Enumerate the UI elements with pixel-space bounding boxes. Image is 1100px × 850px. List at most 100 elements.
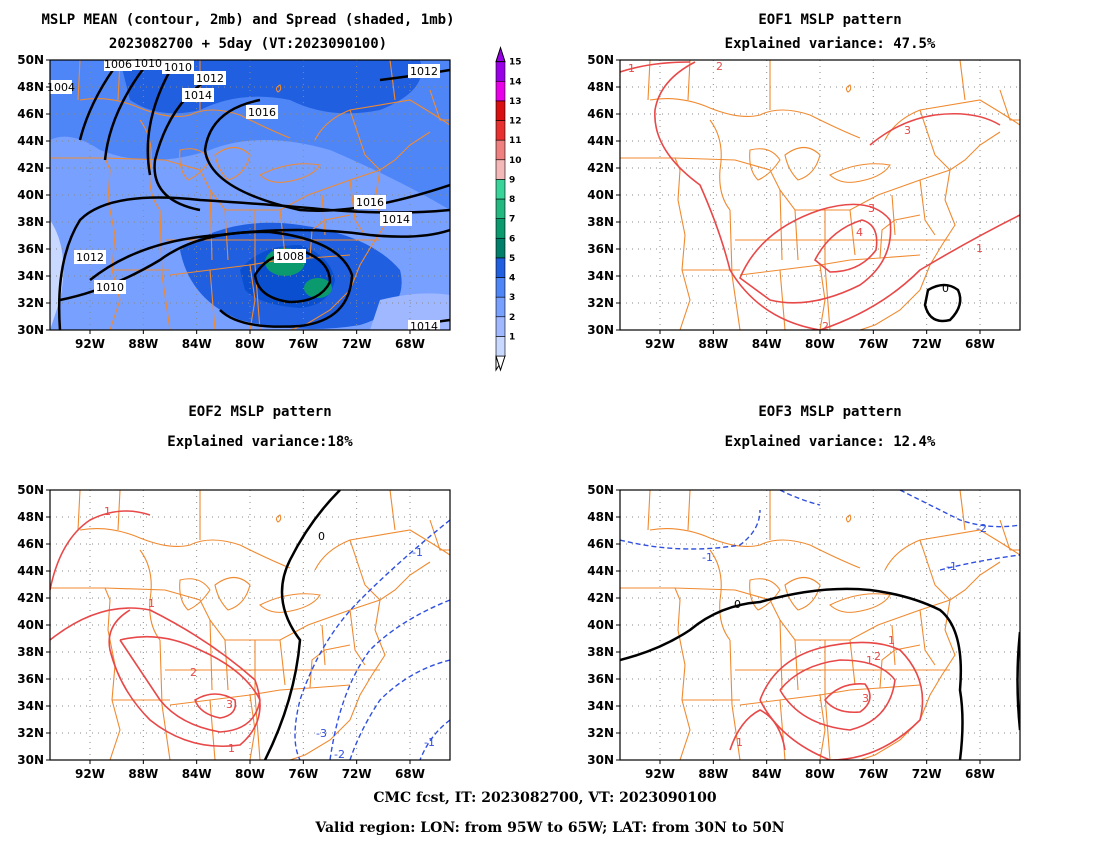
contour-label: 0	[942, 282, 949, 295]
contour-label: 1010	[164, 61, 192, 74]
boundary-line	[919, 609, 936, 666]
contour-label: 1008	[276, 250, 304, 263]
lon-tick-label: 72W	[912, 767, 942, 781]
boundary-line	[749, 148, 781, 181]
colorbar-label: 9	[509, 175, 515, 185]
boundary-line	[139, 549, 161, 641]
lat-tick-label: 32N	[17, 296, 44, 310]
lon-tick-label: 92W	[645, 767, 675, 781]
colorbar-swatch	[495, 159, 506, 180]
frame-d: 50N 48N 46N 44N 42N 40N 38N 36N 34N 32N 30N 92W 88W 8…	[587, 483, 1021, 781]
colorbar-label: 1	[509, 332, 515, 342]
boundary-line	[179, 148, 211, 181]
panel-title: EOF2 MSLP pattern	[188, 404, 331, 420]
boundary-line	[429, 519, 450, 551]
boundary-line	[891, 194, 896, 236]
panel-title: EOF3 MSLP pattern	[758, 404, 901, 420]
frame-b: 50N 48N 46N 44N 42N 40N 38N 36N 34N 32N 30N 92W 88W 8…	[587, 53, 1021, 351]
boundary-line	[859, 599, 956, 760]
panel-subtitle: Explained variance: 47.5%	[725, 36, 936, 52]
colorbar-swatch	[495, 237, 506, 259]
lon-tick-label: 72W	[912, 337, 942, 351]
contour-label: 0	[734, 598, 741, 611]
lat-tick-label: 38N	[587, 215, 614, 229]
lat-tick-label: 44N	[17, 134, 44, 148]
colorbar-label: 6	[509, 234, 515, 244]
boundary-line	[919, 539, 1001, 601]
lon-tick-label: 80W	[805, 767, 835, 781]
lat-tick-label: 40N	[587, 188, 614, 202]
boundary-line	[884, 529, 1020, 571]
boundary-line	[794, 639, 799, 691]
boundary-line	[709, 119, 731, 211]
boundary-line	[214, 576, 251, 611]
boundary-line	[739, 684, 921, 706]
boundary-line	[749, 578, 781, 611]
contour-label: 1	[628, 62, 635, 75]
colorbar-label: 2	[509, 313, 515, 323]
lat-tick-label: 50N	[17, 483, 44, 497]
boundary-line	[169, 684, 351, 706]
lon-tick-label: 84W	[182, 767, 212, 781]
lat-tick-label: 48N	[587, 510, 614, 524]
lat-tick-label: 36N	[17, 672, 44, 686]
lon-tick-label: 68W	[965, 337, 995, 351]
colorbar-label: 3	[509, 293, 515, 303]
contour-label: -1	[702, 551, 713, 564]
contour-label: 1014	[410, 320, 438, 333]
boundary-line	[649, 98, 861, 139]
boundary-line	[859, 169, 956, 330]
lat-tick-label: 40N	[587, 618, 614, 632]
coastline-boundaries	[50, 490, 450, 760]
boundary-line	[884, 99, 1020, 141]
colorbar-swatch	[495, 316, 506, 337]
lat-tick-label: 42N	[17, 591, 44, 605]
boundary-line	[620, 157, 691, 330]
contour-label: 3	[226, 698, 233, 711]
boundary-line	[429, 89, 450, 121]
colorbar-label: 4	[509, 274, 515, 284]
lat-tick-label: 34N	[587, 269, 614, 283]
boundary-line	[389, 60, 396, 101]
coastline-boundaries	[620, 490, 1020, 760]
lat-tick-label: 44N	[587, 564, 614, 578]
eof1-map-layer	[620, 60, 1020, 330]
lat-tick-label: 40N	[17, 618, 44, 632]
lat-tick-label: 30N	[587, 753, 614, 767]
lon-tick-label: 88W	[698, 767, 728, 781]
boundary-line	[249, 694, 256, 760]
contour-label: -2	[976, 522, 987, 535]
colorbar-swatch	[495, 277, 506, 298]
colorbar-label: 10	[509, 156, 522, 166]
boundary-line	[117, 490, 121, 531]
panel-title: EOF1 MSLP pattern	[758, 12, 901, 28]
boundary-line	[739, 254, 921, 276]
boundary-line	[784, 146, 821, 181]
lon-tick-label: 88W	[128, 767, 158, 781]
contour-label: 1	[228, 742, 235, 755]
panel-eof1: EOF1 MSLP pattern Explained variance: 47…	[587, 12, 1021, 351]
contour-label: 3	[868, 202, 875, 215]
boundary-line	[891, 624, 896, 666]
boundary-line	[959, 60, 966, 101]
lat-tick-label: 48N	[17, 510, 44, 524]
colorbar-max-arrow	[495, 45, 506, 63]
contour-label: 3	[862, 692, 869, 705]
boundary-line	[845, 84, 852, 93]
lon-tick-label: 76W	[288, 767, 318, 781]
contour-label: 2	[822, 320, 829, 333]
colorbar-swatch	[495, 120, 506, 141]
boundary-line	[159, 209, 171, 330]
eof3-map-layer	[620, 490, 1020, 760]
boundary-line	[824, 640, 831, 760]
contour-label: 3	[904, 124, 911, 137]
colorbar-swatch	[495, 336, 506, 357]
boundary-line	[879, 214, 921, 259]
colorbar-swatch	[495, 198, 506, 219]
lat-tick-label: 30N	[587, 323, 614, 337]
footer-run-info: CMC fcst, IT: 2023082700, VT: 2023090100	[373, 790, 716, 806]
boundary-line	[104, 587, 381, 641]
colorbar-label: 12	[509, 117, 522, 127]
contour-label: 1	[976, 242, 983, 255]
